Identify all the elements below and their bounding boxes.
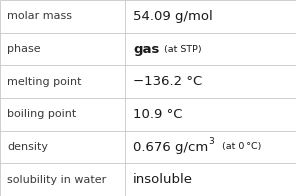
Text: density: density xyxy=(7,142,48,152)
Text: 10.9 °C: 10.9 °C xyxy=(133,108,183,121)
Text: solubility in water: solubility in water xyxy=(7,175,106,185)
Text: −136.2 °C: −136.2 °C xyxy=(133,75,202,88)
Text: (at STP): (at STP) xyxy=(161,44,202,54)
Text: (at 0 °C): (at 0 °C) xyxy=(216,142,262,152)
Text: boiling point: boiling point xyxy=(7,109,76,119)
Text: gas: gas xyxy=(133,43,159,55)
Text: 0.676 g/cm: 0.676 g/cm xyxy=(133,141,208,153)
Text: phase: phase xyxy=(7,44,41,54)
Text: 54.09 g/mol: 54.09 g/mol xyxy=(133,10,213,23)
Text: melting point: melting point xyxy=(7,77,81,87)
Text: 3: 3 xyxy=(209,137,215,146)
Text: insoluble: insoluble xyxy=(133,173,193,186)
Text: molar mass: molar mass xyxy=(7,11,72,21)
